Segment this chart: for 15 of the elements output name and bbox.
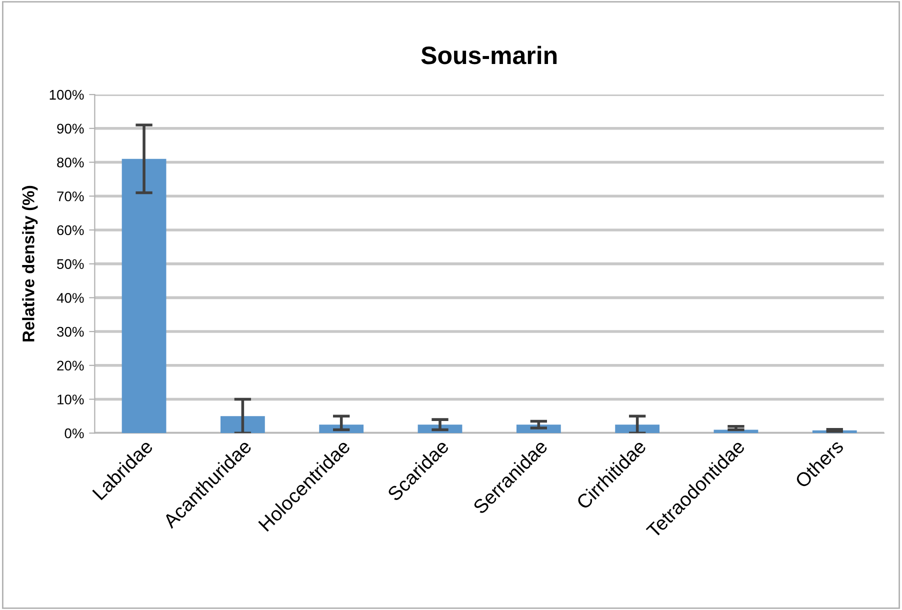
- y-tick-label: 10%: [58, 394, 84, 404]
- y-tick-label: 90%: [57, 124, 84, 134]
- y-tick-label: 20%: [57, 360, 84, 371]
- y-tick-label: 100%: [50, 90, 84, 100]
- y-tick-label: 50%: [57, 259, 84, 269]
- y-tick-label: 40%: [56, 293, 84, 303]
- y-tick-label: 0%: [64, 428, 84, 438]
- chart-title: Sous-marin: [421, 46, 557, 64]
- y-tick-label: 80%: [57, 158, 84, 168]
- bar: [220, 416, 265, 434]
- y-tick-label: 60%: [57, 225, 84, 236]
- bar: [122, 158, 166, 434]
- y-tick-label: 70%: [57, 191, 84, 202]
- y-axis-title: Relative density (%): [22, 186, 38, 342]
- y-tick-label: 30%: [57, 326, 84, 337]
